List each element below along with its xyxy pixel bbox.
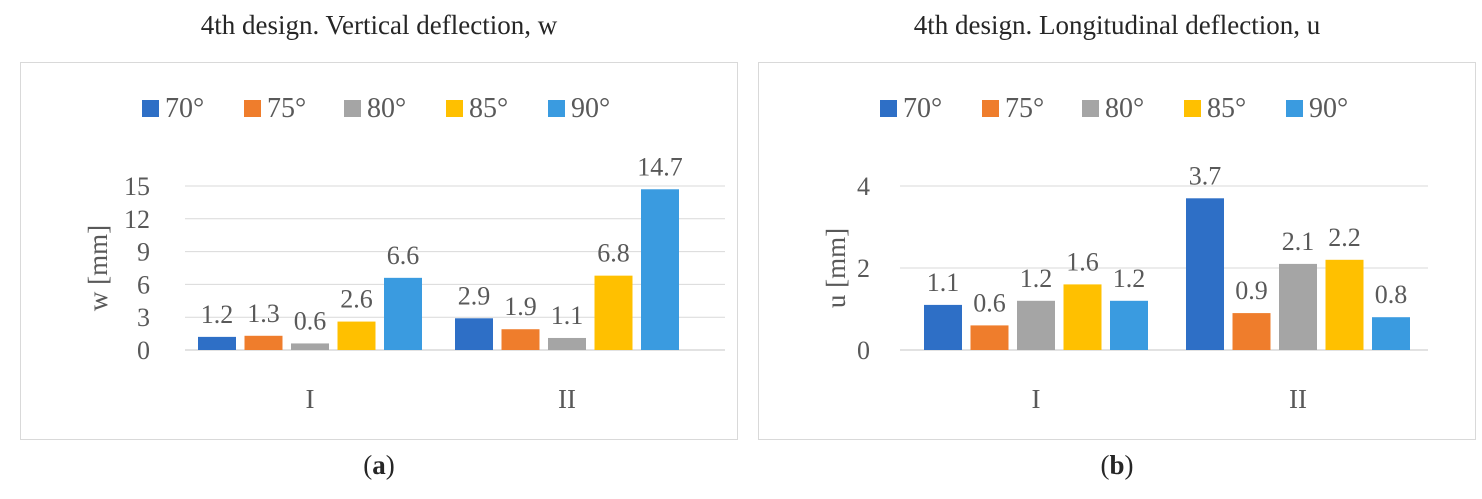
chart-b-data-label: 0.8 <box>1375 280 1408 309</box>
chart-b-data-label: 0.6 <box>973 288 1006 317</box>
chart-a-y-tick-label: 3 <box>137 303 150 332</box>
caption-a-letter: a <box>372 450 386 480</box>
chart-b-legend-label: 85° <box>1207 93 1246 124</box>
chart-a-data-label: 6.8 <box>597 239 630 268</box>
chart-b-bar <box>924 304 962 350</box>
chart-b-data-label: 1.2 <box>1113 264 1146 293</box>
chart-b-legend-swatch <box>1184 100 1201 117</box>
chart-a-data-label: 6.6 <box>387 241 420 270</box>
chart-b-y-tick-label: 2 <box>857 254 870 283</box>
chart-a-bar <box>291 343 329 350</box>
chart-b-bar <box>1063 284 1102 350</box>
chart-a-legend-label: 85° <box>469 93 508 124</box>
caption-a: (a) <box>363 450 395 480</box>
chart-b-title: 4th design. Longitudinal deflection, u <box>913 10 1321 40</box>
chart-a-legend-swatch <box>344 100 361 117</box>
chart-a-legend-swatch <box>446 100 463 117</box>
chart-b-category-label: I <box>1032 384 1041 414</box>
chart-b-data-label: 2.1 <box>1282 227 1315 256</box>
caption-b-letter: b <box>1109 450 1125 480</box>
chart-a-y-tick-label: 6 <box>137 270 150 299</box>
chart-a-data-label: 1.9 <box>504 292 537 321</box>
chart-b-legend-swatch <box>982 100 999 117</box>
chart-b-legend-label: 70° <box>903 93 942 124</box>
caption-b: (b) <box>1100 450 1134 480</box>
chart-a-bar <box>198 336 236 350</box>
chart-b-y-axis-label: u [mm] <box>821 228 851 308</box>
chart-a-legend-swatch <box>548 100 565 117</box>
chart-a-y-tick-label: 9 <box>137 238 150 267</box>
chart-a-frame <box>20 62 738 440</box>
chart-a-legend-swatch <box>142 100 159 117</box>
chart-a-legend-swatch <box>244 100 261 117</box>
chart-a-bar <box>455 318 493 350</box>
chart-b-data-label: 1.1 <box>927 268 960 297</box>
chart-b-legend-label: 90° <box>1309 93 1348 124</box>
chart-b-legend-label: 80° <box>1105 93 1144 124</box>
chart-b-bar <box>1110 300 1148 350</box>
chart-a-bar <box>548 337 586 350</box>
chart-b-y-tick-label: 4 <box>857 172 870 201</box>
chart-b-data-label: 1.6 <box>1066 247 1099 276</box>
chart-b-category-label: II <box>1289 384 1307 414</box>
chart-a-bar <box>337 321 376 350</box>
chart-a-legend-label: 80° <box>367 93 406 124</box>
chart-a-bar <box>641 189 679 350</box>
chart-a-bar <box>384 277 422 350</box>
chart-b-data-label: 3.7 <box>1189 161 1222 190</box>
chart-a-data-label: 2.9 <box>458 281 491 310</box>
chart-b-data-label: 2.2 <box>1328 223 1361 252</box>
chart-a-category-label: II <box>558 384 576 414</box>
chart-b-bar <box>1232 313 1271 350</box>
chart-b-legend-swatch <box>880 100 897 117</box>
chart-b-bar <box>1186 198 1224 350</box>
chart-a-data-label: 1.3 <box>247 299 280 328</box>
chart-b-legend-swatch <box>1286 100 1303 117</box>
chart-b-legend-label: 75° <box>1005 93 1044 124</box>
chart-a-data-label: 0.6 <box>294 306 327 335</box>
chart-a-title: 4th design. Vertical deflection, w <box>200 10 558 40</box>
chart-b-bar <box>1325 259 1364 350</box>
chart-a-data-label: 2.6 <box>340 285 373 314</box>
chart-a-category-label: I <box>306 384 315 414</box>
chart-b-bar <box>1279 263 1317 350</box>
chart-a-data-label: 1.1 <box>551 301 584 330</box>
chart-b-bar <box>1017 300 1055 350</box>
chart-b-data-label: 1.2 <box>1020 264 1053 293</box>
chart-b-legend-swatch <box>1082 100 1099 117</box>
chart-b-frame <box>758 62 1476 440</box>
chart-a-y-axis-label: w [mm] <box>83 225 113 311</box>
chart-a-legend-label: 90° <box>571 93 610 124</box>
chart-a-data-label: 1.2 <box>201 300 234 329</box>
chart-a-legend-label: 70° <box>165 93 204 124</box>
chart-b-data-label: 0.9 <box>1235 276 1268 305</box>
chart-a-bar <box>501 329 540 350</box>
chart-b-bar <box>1372 317 1410 350</box>
chart-a-legend-label: 75° <box>267 93 306 124</box>
chart-a-y-tick-label: 15 <box>124 172 150 201</box>
chart-b-bar <box>970 325 1009 350</box>
chart-a-bar <box>244 335 283 350</box>
chart-a-bar <box>594 275 633 350</box>
chart-a-data-label: 14.7 <box>637 152 683 181</box>
chart-b-y-tick-label: 0 <box>857 336 870 365</box>
chart-a-y-tick-label: 12 <box>124 205 150 234</box>
chart-a-y-tick-label: 0 <box>137 336 150 365</box>
